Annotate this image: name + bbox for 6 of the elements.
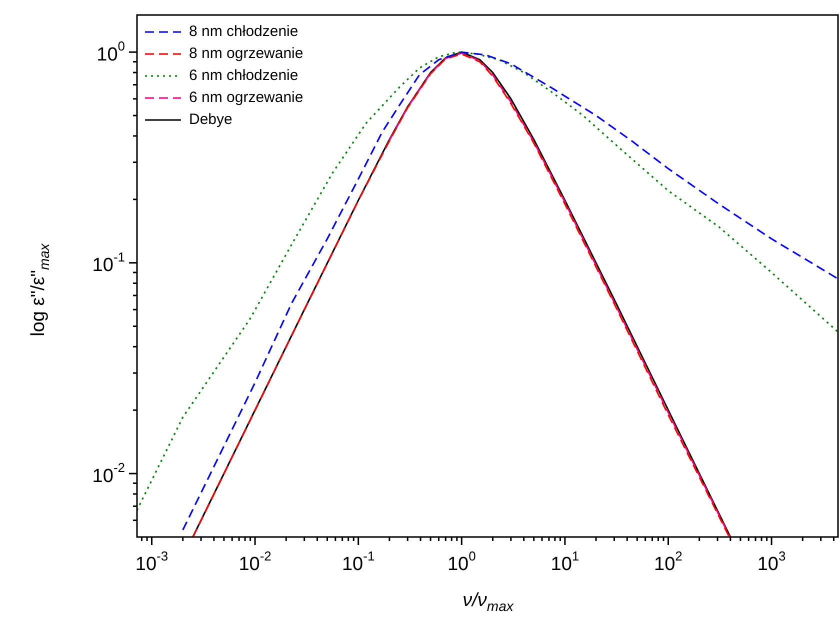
legend-label: 6 nm ogrzewanie xyxy=(189,89,304,106)
legend-label: 8 nm chłodzenie xyxy=(189,23,298,40)
legend-label: 8 nm ogrzewanie xyxy=(189,45,304,62)
legend-label: 6 nm chłodzenie xyxy=(189,67,298,84)
x-axis-title: ν/ν$_{max}$ xyxy=(462,590,515,614)
legend-label: Debye xyxy=(189,111,232,128)
